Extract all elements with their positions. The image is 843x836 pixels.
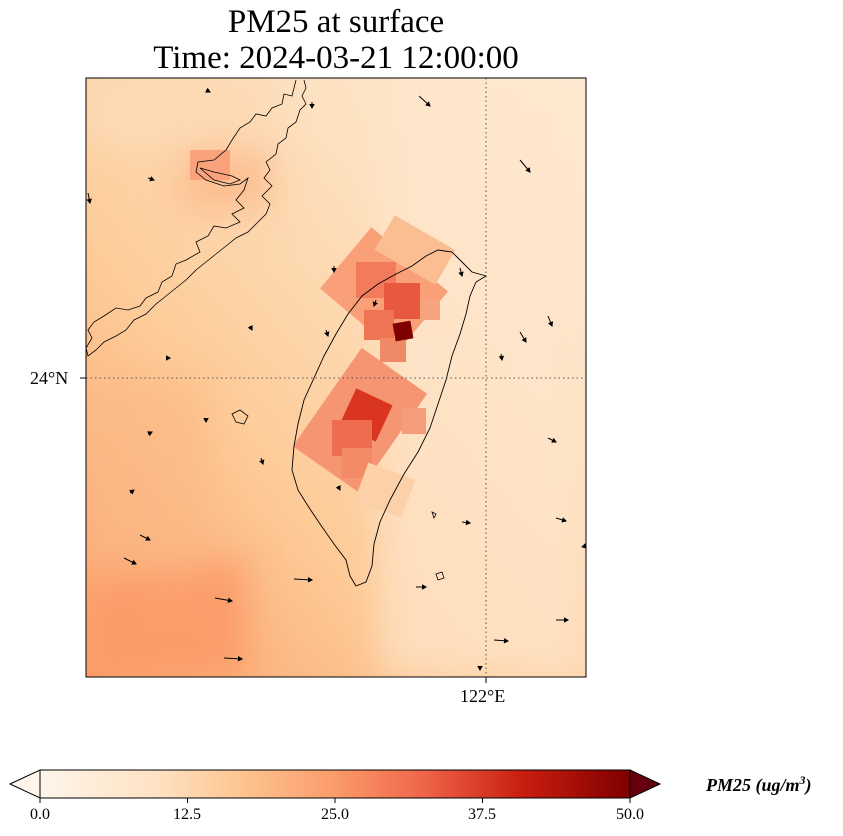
wind-arrowhead xyxy=(561,517,567,523)
pm25-map xyxy=(80,77,587,683)
wind-arrowhead xyxy=(498,355,505,362)
wind-arrowhead xyxy=(563,617,570,623)
wind-arrowhead xyxy=(147,431,153,437)
wind-arrowhead xyxy=(131,559,137,565)
plot-title-line1: PM25 at surface xyxy=(227,4,445,40)
wind-arrowhead xyxy=(458,271,464,278)
wind-arrowhead xyxy=(525,167,531,173)
colorbar-tick-2: 25.0 xyxy=(321,806,349,823)
wind-arrowhead xyxy=(477,665,483,672)
wind-vectors xyxy=(86,87,586,672)
pm25-field xyxy=(86,78,586,677)
china-coastline xyxy=(86,79,307,357)
wind-arrowhead xyxy=(149,176,155,182)
wind-arrowhead xyxy=(421,584,428,590)
wind-arrowhead xyxy=(324,331,330,337)
wind-arrowhead xyxy=(237,656,244,662)
wind-arrowhead xyxy=(547,321,554,327)
taiwan-coastline xyxy=(291,249,488,587)
wind-arrowhead xyxy=(551,437,557,443)
plot-title-line2: Time: 2024-03-21 12:00:00 xyxy=(153,40,519,76)
wind-arrowhead xyxy=(86,198,92,205)
wind-arrowhead xyxy=(247,325,253,331)
colorbar xyxy=(8,769,662,803)
wind-arrowhead xyxy=(521,337,527,343)
wind-arrowhead xyxy=(372,301,378,307)
concentration-cells xyxy=(190,150,456,518)
colorbar-tick-4: 50.0 xyxy=(616,806,644,823)
wind-arrowhead xyxy=(309,103,315,110)
wind-arrowhead xyxy=(425,101,431,107)
wind-arrowhead xyxy=(129,489,135,495)
wind-arrowhead xyxy=(165,355,172,361)
colorbar-gradient xyxy=(39,769,631,799)
wind-arrowhead xyxy=(581,543,586,549)
wind-arrowhead xyxy=(203,417,209,424)
wind-arrowhead xyxy=(227,597,234,604)
longitude-tick-label: 122°E xyxy=(460,686,506,706)
latitude-tick-label: 24°N xyxy=(30,368,69,388)
wind-arrowhead xyxy=(205,87,211,93)
colorbar-label: PM25 (ug/m3) xyxy=(706,773,812,795)
colorbar-tick-3: 37.5 xyxy=(468,806,496,823)
wind-arrowhead xyxy=(465,519,472,526)
wind-arrowhead xyxy=(335,485,341,491)
wind-arrowhead xyxy=(259,459,265,465)
colorbar-tick-1: 12.5 xyxy=(173,806,201,823)
wind-arrowhead xyxy=(307,577,314,583)
colorbar-min-extend xyxy=(8,769,41,799)
wind-arrowhead xyxy=(503,637,510,644)
wind-arrowhead xyxy=(145,535,151,541)
wind-arrowhead xyxy=(331,267,337,274)
colorbar-tick-0: 0.0 xyxy=(30,806,50,823)
colorbar-max-extend xyxy=(629,769,662,799)
